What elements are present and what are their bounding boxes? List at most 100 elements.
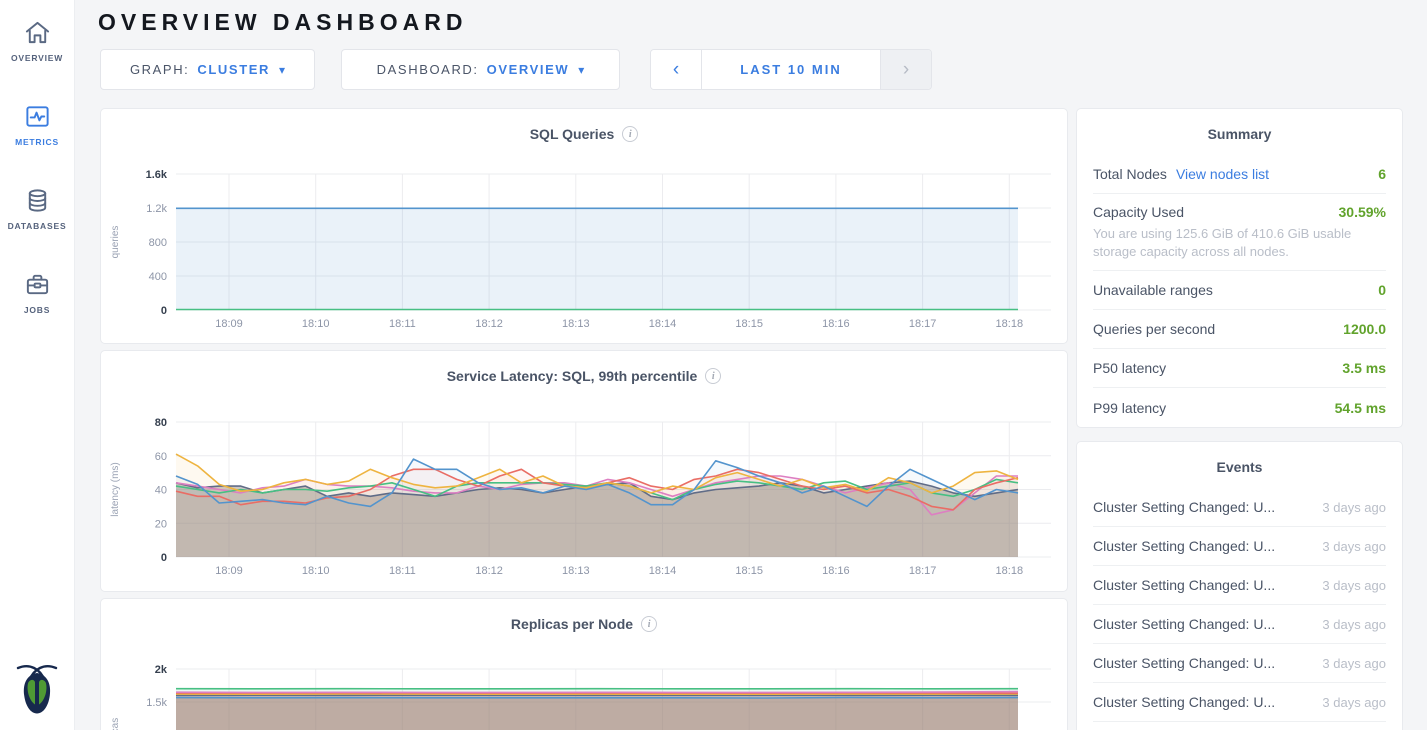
svg-text:queries: queries <box>110 226 121 259</box>
summary-title: Summary <box>1207 126 1272 142</box>
view-nodes-list-link[interactable]: View nodes list <box>1175 166 1270 182</box>
sidebar-item-overview[interactable]: OVERVIEW <box>0 15 74 69</box>
dashboard-dropdown-label: DASHBOARD: <box>376 62 479 77</box>
graph-dropdown-value: CLUSTER <box>197 62 270 77</box>
event-row[interactable]: Cluster Setting Changed: U... 3 days ago <box>1093 605 1386 644</box>
event-time: 3 days ago <box>1322 499 1386 515</box>
svg-text:18:18: 18:18 <box>996 318 1024 330</box>
svg-text:18:13: 18:13 <box>562 565 590 577</box>
event-time: 3 days ago <box>1322 616 1386 632</box>
p50-value: 3.5 ms <box>1342 360 1386 376</box>
content-area: SQL Queries i 0 400 800 1.2k 1.6k 18:09 18:10 1… <box>100 108 1427 730</box>
svg-text:20: 20 <box>155 518 167 530</box>
svg-text:replicas: replicas <box>110 718 121 730</box>
metrics-icon <box>24 103 51 130</box>
svg-text:18:16: 18:16 <box>822 318 850 330</box>
svg-text:1.6k: 1.6k <box>146 169 168 181</box>
capacity-note: You are using 125.6 GiB of 410.6 GiB usa… <box>1093 226 1352 259</box>
sidebar-item-label: JOBS <box>23 305 51 315</box>
info-icon[interactable]: i <box>622 126 639 142</box>
summary-row-p99: P99 latency 54.5 ms <box>1093 388 1386 427</box>
caret-down-icon: ▾ <box>279 62 286 77</box>
event-row[interactable]: Cluster Setting Changed: U... 3 days ago <box>1093 644 1386 683</box>
p99-value: 54.5 ms <box>1334 399 1386 416</box>
event-row[interactable]: Cluster Setting Changed: U... 3 days ago <box>1093 566 1386 605</box>
svg-text:18:14: 18:14 <box>649 565 677 577</box>
time-range-label[interactable]: LAST 10 MIN <box>740 62 842 77</box>
svg-text:80: 80 <box>155 417 167 429</box>
time-range-selector: ‹ LAST 10 MIN › <box>650 49 932 90</box>
unavailable-value: 0 <box>1378 282 1386 298</box>
svg-text:18:15: 18:15 <box>735 318 763 330</box>
total-nodes-label: Total Nodes <box>1093 166 1167 182</box>
sidebar-item-metrics[interactable]: METRICS <box>0 99 74 153</box>
graph-dropdown[interactable]: GRAPH: CLUSTER ▾ <box>100 49 315 90</box>
sidebar-item-label: DATABASES <box>7 221 67 231</box>
event-text: Cluster Setting Changed: U... <box>1093 538 1276 554</box>
time-range-next-button[interactable]: › <box>880 50 931 89</box>
chart-title: Replicas per Node <box>510 616 634 632</box>
total-nodes-value: 6 <box>1378 166 1386 182</box>
svg-text:800: 800 <box>149 237 167 249</box>
svg-text:18:13: 18:13 <box>562 318 590 330</box>
chart-title: Service Latency: SQL, 99th percentile <box>446 368 698 384</box>
summary-row-p50: P50 latency 3.5 ms <box>1093 349 1386 388</box>
service-latency-chart[interactable]: 0 20 40 60 80 18:09 18:10 18:11 18:12 18:13 18:14 1… <box>101 351 1069 593</box>
database-icon <box>24 187 51 214</box>
event-text: Cluster Setting Changed: U... <box>1093 499 1276 515</box>
chevron-right-icon: › <box>902 58 910 80</box>
event-text: Cluster Setting Changed: U... <box>1093 577 1276 593</box>
svg-text:18:15: 18:15 <box>735 565 763 577</box>
events-panel: Events Cluster Setting Changed: U... 3 da… <box>1076 441 1403 730</box>
events-title: Events <box>1216 459 1263 475</box>
qps-value: 1200.0 <box>1343 321 1386 337</box>
sidebar-item-jobs[interactable]: JOBS <box>0 267 74 321</box>
event-text: Cluster Setting Changed: U... <box>1093 694 1276 710</box>
event-text: Cluster Setting Changed: U... <box>1093 655 1276 671</box>
svg-text:18:17: 18:17 <box>909 318 937 330</box>
svg-text:18:09: 18:09 <box>215 565 243 577</box>
svg-text:18:16: 18:16 <box>822 565 850 577</box>
sidebar-item-databases[interactable]: DATABASES <box>0 183 74 237</box>
dashboard-dropdown-value: OVERVIEW <box>486 62 570 77</box>
sidebar-item-label: METRICS <box>15 137 59 147</box>
p50-label: P50 latency <box>1093 360 1167 376</box>
sidebar-item-label: OVERVIEW <box>10 53 64 63</box>
svg-text:18:09: 18:09 <box>215 318 243 330</box>
svg-text:18:12: 18:12 <box>475 565 503 577</box>
event-row[interactable]: Cluster Setting Changed: U... 3 days ago <box>1093 527 1386 566</box>
info-icon[interactable]: i <box>641 616 658 632</box>
svg-text:18:10: 18:10 <box>302 565 330 577</box>
svg-text:latency (ms): latency (ms) <box>110 462 121 516</box>
chevron-left-icon: ‹ <box>672 58 680 80</box>
replicas-per-node-chart[interactable]: 1.5k 2k replicas <box>101 599 1069 730</box>
event-time: 3 days ago <box>1322 577 1386 593</box>
summary-row-unavailable: Unavailable ranges 0 <box>1093 271 1386 310</box>
event-text: Cluster Setting Changed: U... <box>1093 616 1276 632</box>
info-icon[interactable]: i <box>705 368 722 384</box>
event-row[interactable]: Cluster Setting Changed: U... 3 days ago <box>1093 683 1386 722</box>
svg-text:18:11: 18:11 <box>389 318 416 330</box>
svg-text:40: 40 <box>155 485 167 497</box>
service-latency-panel: Service Latency: SQL, 99th percentile i … <box>100 350 1068 592</box>
svg-text:18:11: 18:11 <box>389 565 416 577</box>
dashboard-dropdown[interactable]: DASHBOARD: OVERVIEW ▾ <box>341 49 620 90</box>
right-column: Summary Total Nodes View nodes list 6 Ca… <box>1076 108 1403 730</box>
event-row[interactable]: Cluster Setting Changed: U... 3 days ago <box>1093 488 1386 527</box>
svg-text:18:10: 18:10 <box>302 318 330 330</box>
capacity-value: 30.59% <box>1338 204 1386 220</box>
svg-text:1.5k: 1.5k <box>146 697 167 709</box>
svg-text:0: 0 <box>161 305 167 317</box>
replicas-per-node-panel: Replicas per Node i 1.5k 2k replicas <box>100 598 1068 730</box>
cockroachdb-logo <box>15 660 59 718</box>
summary-panel: Summary Total Nodes View nodes list 6 Ca… <box>1076 108 1403 428</box>
svg-text:0: 0 <box>161 552 167 564</box>
svg-text:60: 60 <box>155 451 167 463</box>
chart-title: SQL Queries <box>529 126 615 142</box>
time-range-prev-button[interactable]: ‹ <box>651 50 702 89</box>
svg-text:18:14: 18:14 <box>649 318 677 330</box>
svg-text:1.2k: 1.2k <box>146 203 167 215</box>
sidebar: OVERVIEW METRICS DATABASES <box>0 0 75 730</box>
sql-queries-chart[interactable]: 0 400 800 1.2k 1.6k 18:09 18:10 18:11 18:12 18:13… <box>101 109 1069 345</box>
controls-bar: GRAPH: CLUSTER ▾ DASHBOARD: OVERVIEW ▾ ‹… <box>100 49 1427 90</box>
